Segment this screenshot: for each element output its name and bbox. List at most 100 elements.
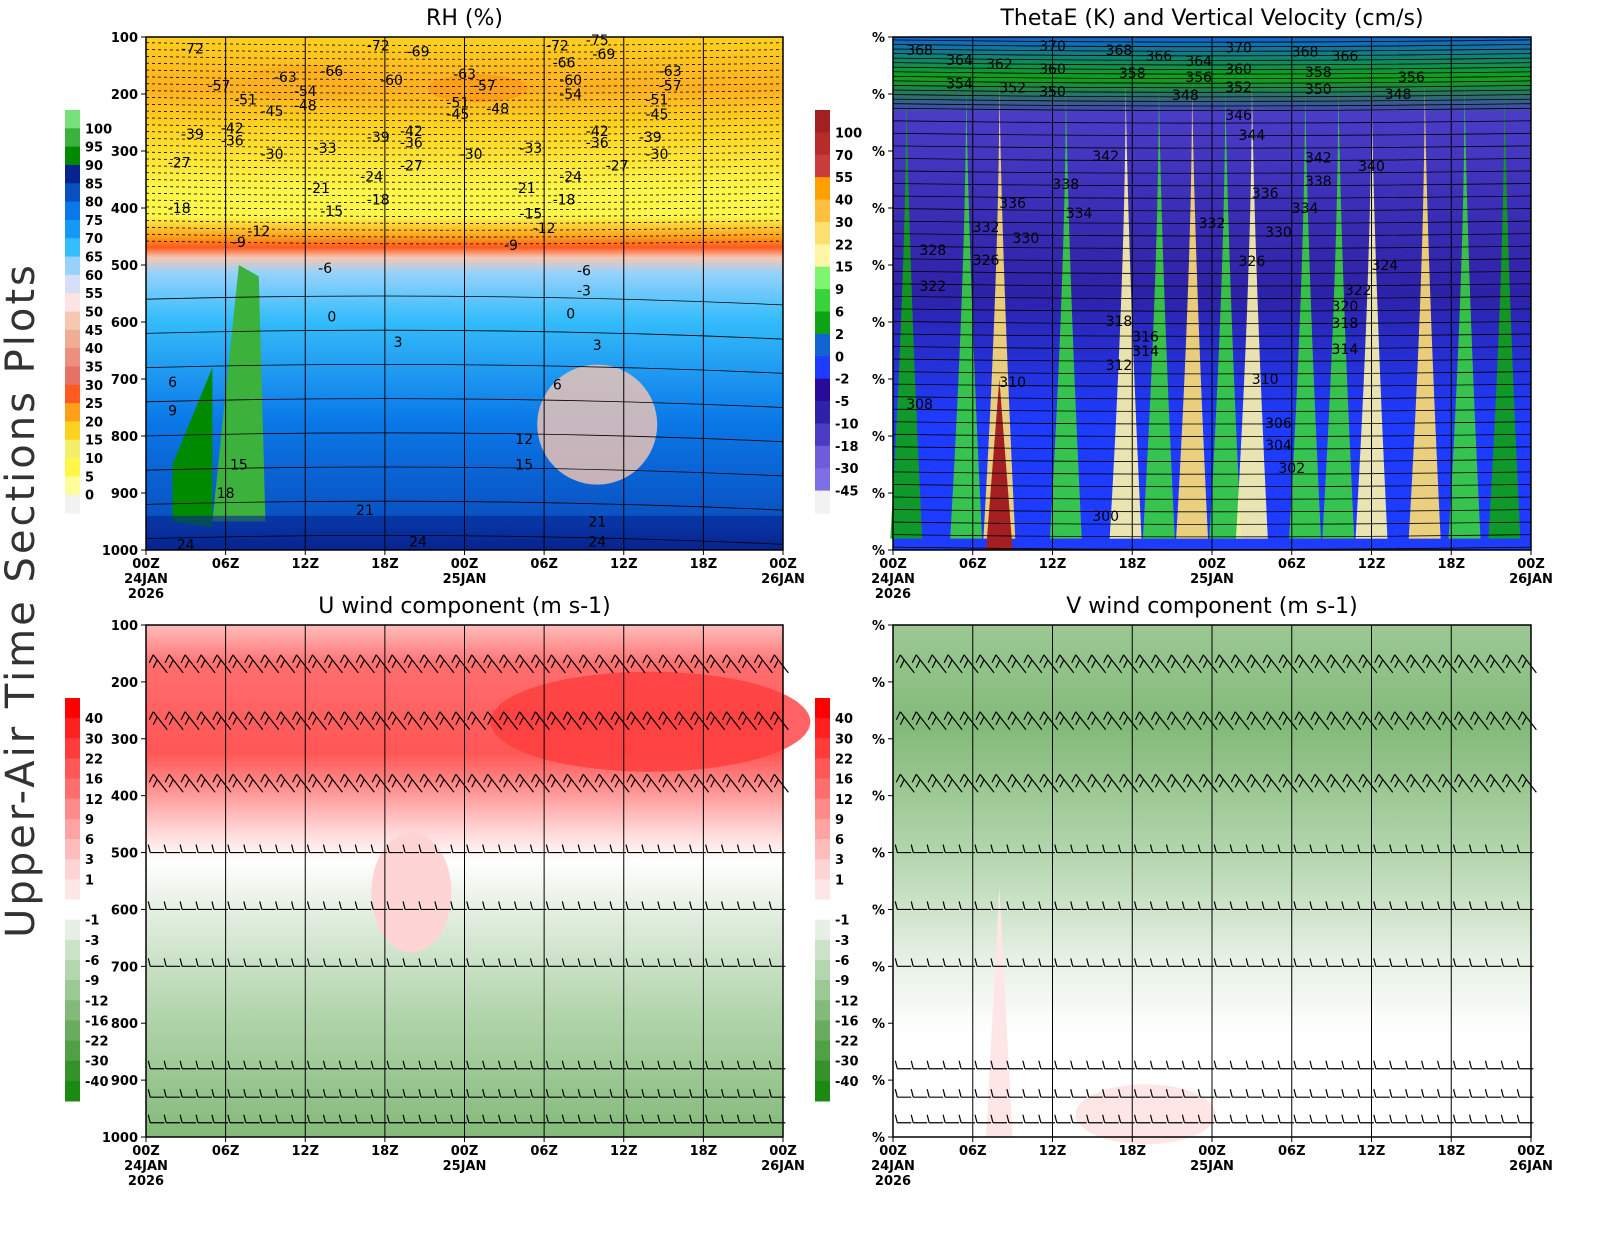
colorbar-swatch: [65, 718, 80, 739]
wind-barb: [657, 1060, 674, 1070]
wind-barb: [926, 1089, 944, 1098]
contour-label: -48: [486, 101, 509, 117]
x-tick-label: 18Z: [1118, 1144, 1146, 1159]
wind-barb: [1230, 711, 1250, 731]
contour-label: -72: [546, 39, 569, 55]
contour-label: 358: [1305, 65, 1332, 81]
wind-barb: [625, 901, 643, 911]
colorbar-label: 12: [85, 793, 103, 808]
wind-barb: [164, 711, 184, 731]
wind-barb: [371, 711, 391, 731]
contour-label: 328: [920, 243, 947, 259]
colorbar-label: 5: [85, 470, 94, 485]
wind-barb: [338, 1089, 356, 1098]
wind-barb: [752, 1089, 770, 1098]
wind-barb: [594, 711, 614, 731]
contour-label: 344: [1239, 128, 1266, 144]
y-tick-label: 300: [111, 733, 138, 748]
wind-barb: [483, 773, 503, 793]
colorbar-label: 40: [835, 712, 853, 727]
wind-barb: [1389, 1114, 1406, 1124]
wind-barb: [720, 1089, 738, 1098]
wind-barb: [196, 654, 216, 674]
wind-barb: [910, 958, 928, 967]
velocity-streak: [1448, 82, 1481, 539]
wind-barb: [1374, 773, 1394, 793]
wind-barb: [1246, 773, 1266, 793]
colorbar-swatch: [65, 348, 80, 367]
wind-barb: [1261, 901, 1279, 911]
y-tick-label: %: [872, 31, 885, 46]
wind-barb: [1023, 654, 1043, 674]
wind-barb: [1229, 844, 1247, 854]
chart-title: RH (%): [426, 6, 503, 31]
colorbar-label: -2: [835, 373, 849, 388]
contour-label: -33: [519, 141, 542, 157]
wind-barb: [1229, 958, 1247, 967]
colorbar-swatch: [65, 183, 80, 203]
contour-label: 352: [1225, 80, 1252, 96]
wind-barb: [974, 901, 992, 911]
colorbar-label: 16: [835, 773, 853, 788]
wind-barb: [1373, 1089, 1390, 1098]
colorbar-label: -9: [835, 974, 849, 989]
wind-barb: [386, 901, 404, 911]
contour-label: 352: [999, 81, 1026, 97]
wind-barb: [610, 773, 630, 793]
colorbar-label: 20: [85, 415, 103, 430]
colorbar-label: -10: [835, 417, 859, 432]
contour-label: -27: [168, 155, 191, 171]
velocity-streak: [983, 82, 1016, 539]
wind-barb: [259, 901, 276, 911]
wind-barb: [942, 844, 960, 854]
wind-barb: [499, 711, 519, 731]
colorbar-swatch: [65, 238, 80, 258]
contour-label: 322: [1345, 283, 1372, 299]
panel-te: ThetaE (K) and Vertical Velocity (cm/s) 3…: [815, 6, 1553, 602]
wind-barb: [1102, 1089, 1119, 1098]
colorbar-swatch: [65, 818, 80, 840]
wind-barb: [1261, 844, 1279, 854]
wind-barb: [259, 958, 276, 967]
wind-barb: [1342, 654, 1362, 674]
wind-barb: [483, 654, 503, 674]
wind-barb: [1198, 654, 1218, 674]
wind-barb: [1229, 1089, 1247, 1098]
wind-barb: [292, 773, 312, 793]
colorbar-label: -12: [835, 994, 859, 1009]
contour-label: 350: [1305, 82, 1332, 98]
wind-barb: [1341, 844, 1358, 854]
wind-barb: [894, 901, 912, 911]
wind-barb: [322, 1089, 340, 1098]
wind-barb: [1342, 711, 1362, 731]
colorbar-label: -16: [85, 1014, 109, 1029]
wind-barb: [720, 901, 738, 911]
wind-barb: [1293, 1060, 1311, 1070]
wind-barb: [1421, 844, 1438, 854]
wind-barb: [1389, 901, 1406, 911]
colorbar-swatch: [815, 244, 830, 268]
wind-barb: [498, 1089, 515, 1098]
wind-barb: [1373, 958, 1390, 967]
wind-barb: [1438, 654, 1458, 674]
wind-barb: [227, 901, 244, 911]
contour-label: -60: [380, 73, 403, 89]
wind-barb: [276, 773, 296, 793]
wind-barb: [1006, 1114, 1023, 1124]
wind-barb: [1278, 711, 1298, 731]
wind-barb: [593, 1089, 611, 1098]
contour-label: 310: [1252, 372, 1279, 388]
wind-barb: [593, 958, 611, 967]
wind-barb: [673, 958, 690, 967]
wind-barb: [259, 1089, 276, 1098]
contour-label: 6: [168, 375, 177, 391]
wind-barb: [306, 1089, 324, 1098]
wind-barb: [927, 654, 947, 674]
wind-barb: [1213, 901, 1231, 911]
contour-label: 304: [1265, 438, 1292, 454]
wind-barb: [562, 773, 582, 793]
wind-barb: [179, 1060, 197, 1070]
wind-barb: [371, 654, 391, 674]
wind-barb: [1023, 711, 1043, 731]
wind-barb: [1181, 844, 1199, 854]
